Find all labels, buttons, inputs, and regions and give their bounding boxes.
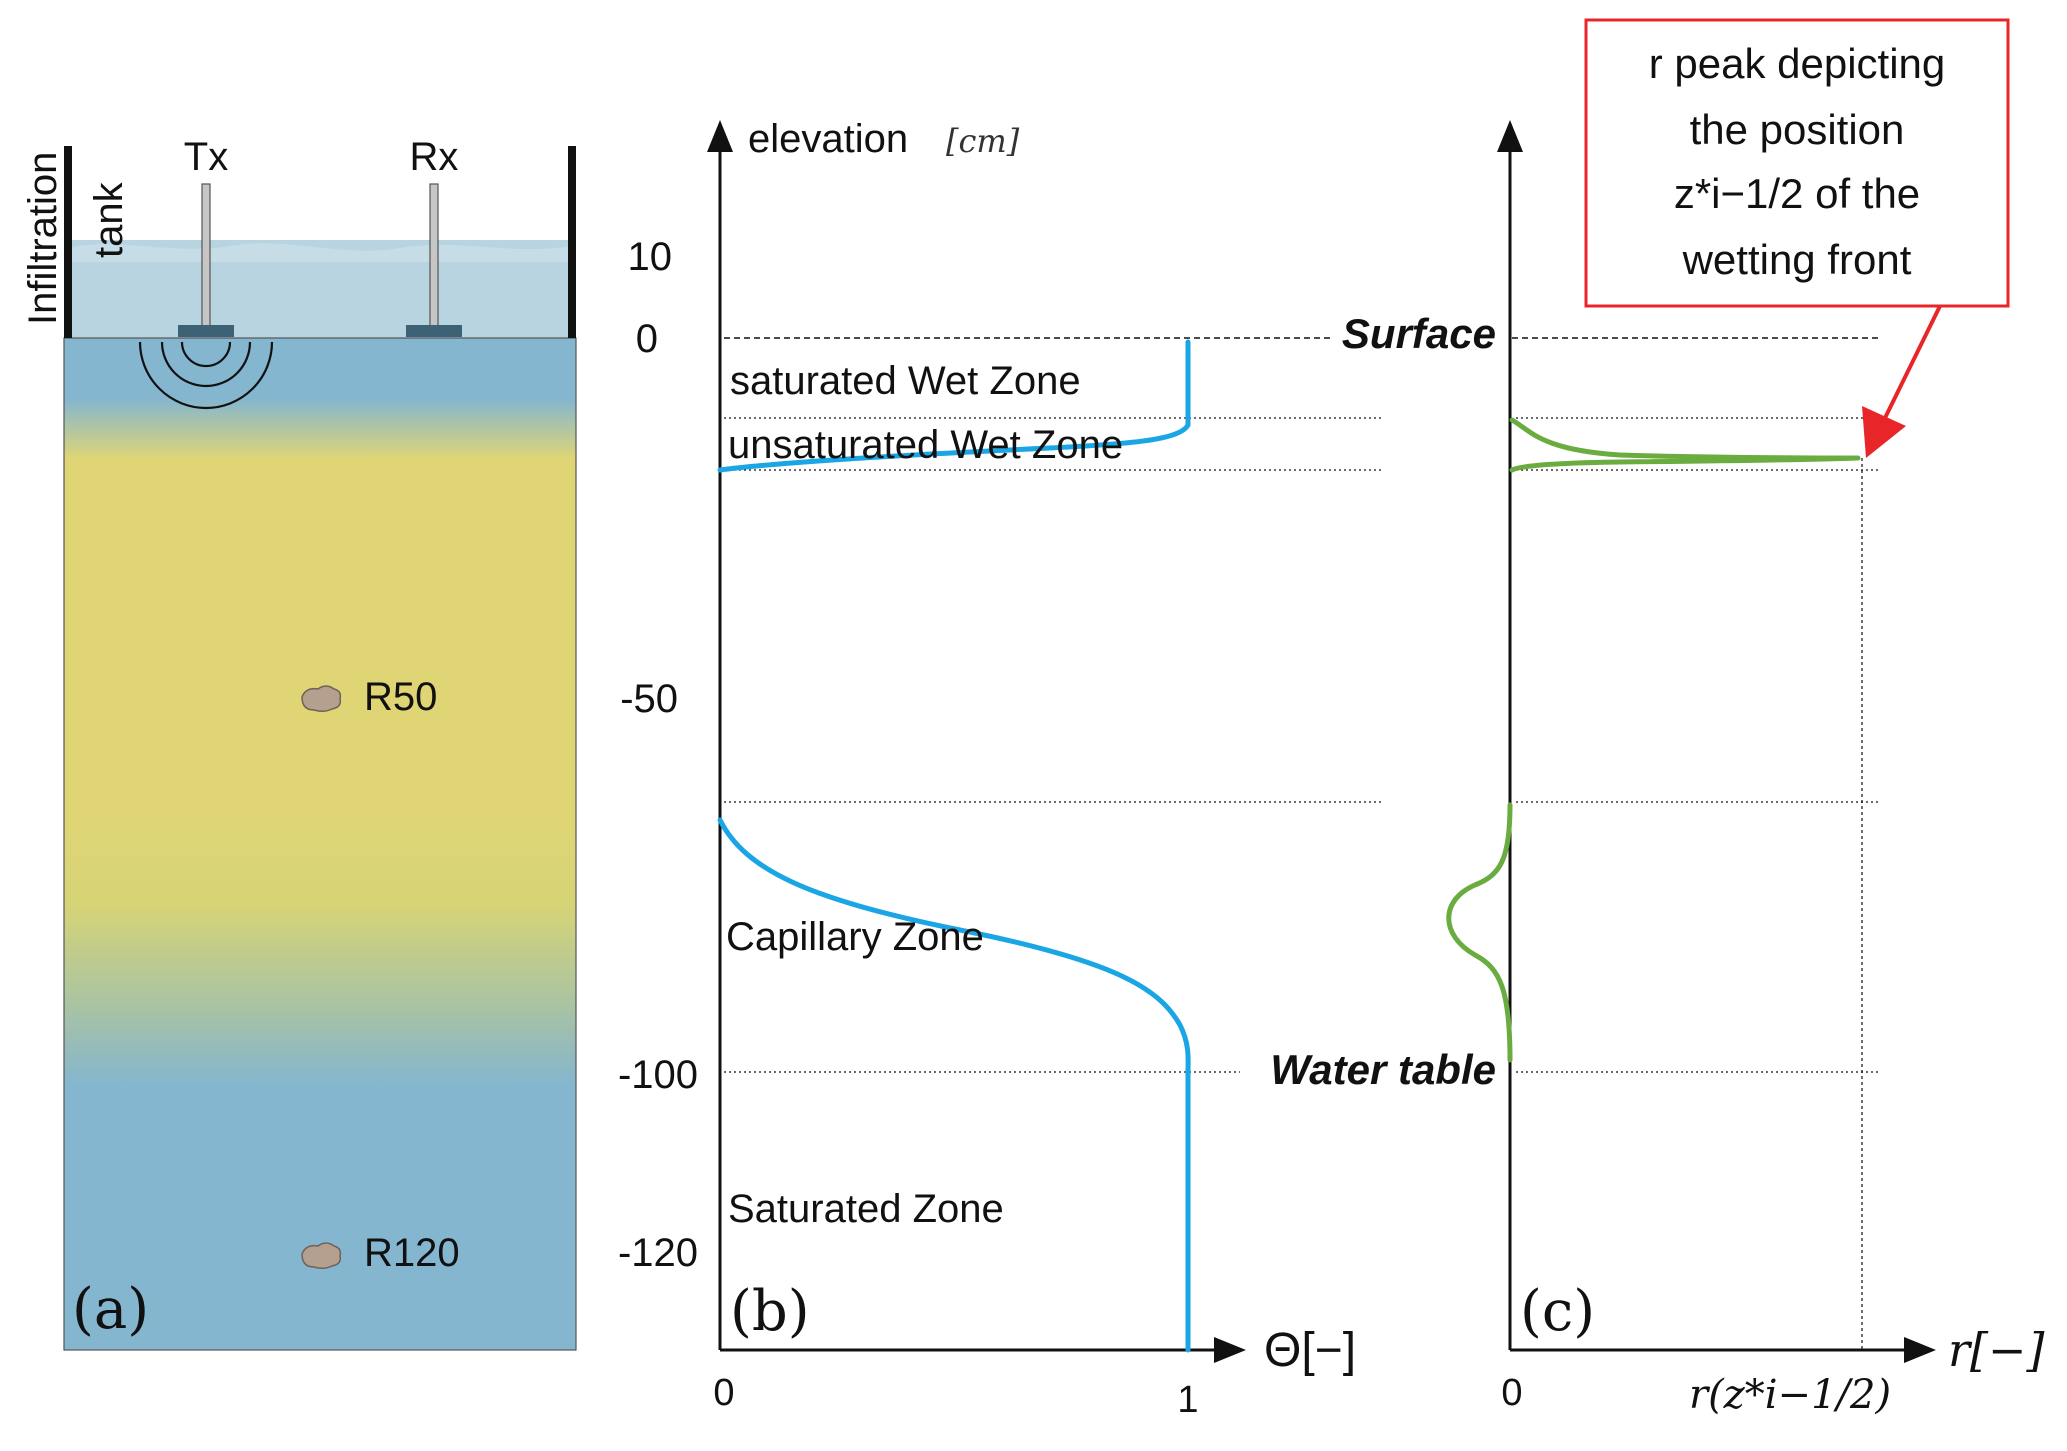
theta-curve (717, 339, 1191, 473)
zone-saturated: Saturated Zone (728, 1187, 1004, 1231)
r50-label: R50 (364, 675, 437, 719)
callout-box (1584, 18, 2010, 308)
callout-line-2: the position (1690, 106, 1905, 153)
panel-b: elevation [cm] saturated Wet Zone unsatu… (707, 117, 1496, 1421)
tank-label: tank (87, 181, 131, 258)
panel-b-label: (b) (730, 1279, 810, 1344)
zone-unsaturated-wet: unsaturated Wet Zone (728, 423, 1123, 467)
tx-antenna-base (178, 325, 234, 337)
zone-saturated-wet: saturated Wet Zone (730, 359, 1081, 403)
theta-axis-label: Θ[−] (1264, 1324, 1356, 1377)
callout-line-4: wetting front (1682, 236, 1912, 283)
tx-antenna-pole (201, 183, 211, 327)
rock-r120-icon (301, 1242, 342, 1270)
r-axis-arrow-icon (1904, 1337, 1936, 1363)
zone-capillary: Capillary Zone (726, 915, 984, 959)
tick-minus-100: -100 (618, 1053, 698, 1097)
elevation-axis-arrow-icon (707, 120, 733, 152)
panel-c-label: (c) (1520, 1279, 1595, 1344)
rx-antenna-base (406, 325, 462, 337)
surface-label: Surface (1342, 310, 1496, 357)
infiltration-label: Infiltration (21, 152, 65, 325)
water-wave (68, 243, 572, 262)
rx-label: Rx (410, 135, 459, 179)
tx-label: Tx (184, 135, 228, 179)
rx-antenna-pole (429, 183, 439, 327)
theta-axis-arrow-icon (1214, 1337, 1246, 1363)
tick-0: 0 (636, 317, 658, 361)
callout-line-1: r peak depicting (1649, 40, 1946, 87)
r-elevation-axis-arrow-icon (1497, 120, 1523, 152)
theta-tick-0: 0 (713, 1372, 734, 1414)
elevation-unit: [cm] (946, 122, 1020, 160)
soil-column (63, 337, 577, 1351)
tank-left-wall (64, 146, 72, 338)
water-table-label: Water table (1270, 1046, 1496, 1093)
panel-a: Infiltration tank Tx Rx R50 R120 (a) (21, 135, 577, 1351)
r-curve-peak (1509, 417, 1861, 473)
r-curve-capillary (1446, 802, 1513, 1063)
callout-arrow-head-icon (1862, 406, 1906, 458)
radar-wave-icon (138, 341, 274, 410)
panel-c: (c) 0 r(z*i−1/2) r[−] r peak depicting t… (1446, 18, 2044, 1418)
elevation-label: elevation (748, 117, 908, 161)
theta-tick-1: 1 (1177, 1379, 1198, 1421)
callout-arrow-line (1882, 305, 1942, 421)
tick-minus-50: -50 (620, 677, 678, 721)
elevation-ticks: 10 0 -50 -100 -120 (618, 235, 698, 1275)
r-tick-peak: r(z*i−1/2) (1689, 1372, 1891, 1418)
tick-10: 10 (628, 235, 673, 279)
r120-label: R120 (364, 1231, 460, 1275)
r-axis-label: r[−] (1948, 1323, 2044, 1377)
panel-a-label: (a) (72, 1277, 149, 1342)
rock-r50-icon (301, 685, 342, 713)
r-tick-0: 0 (1501, 1372, 1522, 1414)
callout-line-3: z*i−1/2 of the (1674, 170, 1920, 217)
theta-curve-capillary (717, 817, 1191, 1353)
tank-right-wall (568, 146, 576, 338)
tick-minus-120: -120 (618, 1231, 698, 1275)
